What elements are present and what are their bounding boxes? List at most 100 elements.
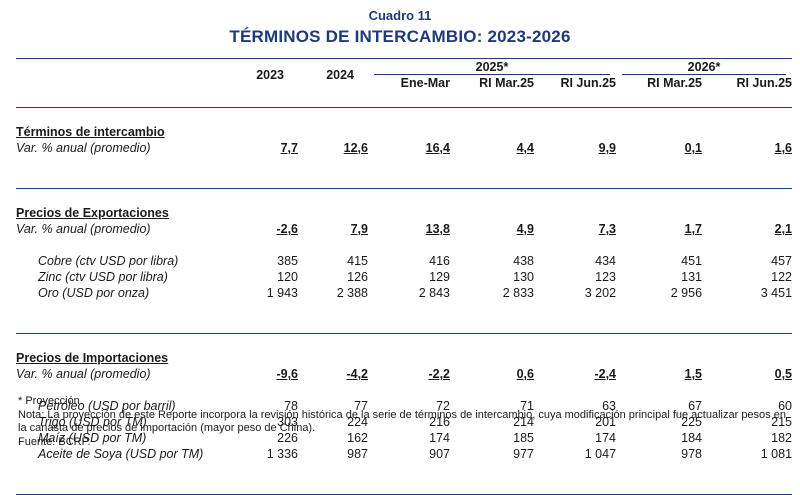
table-row: Oro (USD por onza) 1 943 2 388 2 843 2 833 3 … (16, 285, 792, 301)
table-row: Cobre (ctv USD por libra) 385 415 416 438 434… (16, 253, 792, 269)
item-value: 987 (347, 447, 368, 461)
spacer-row (16, 462, 792, 478)
variation-label: Var. % anual (promedio) (16, 141, 151, 155)
variation-value-text: 4,9 (516, 222, 534, 236)
item-value: 162 (347, 431, 368, 445)
variation-value: 1,7 (616, 221, 702, 237)
item-value: 201 (595, 415, 617, 429)
table-title: TÉRMINOS DE INTERCAMBIO: 2023-2026 (229, 27, 571, 46)
col-group-2025: 2025* (368, 59, 616, 75)
variation-value: 7,3 (534, 221, 616, 237)
variation-value: 12,6 (298, 140, 368, 156)
item-value: 303 (277, 415, 298, 429)
item-label: Maíz (USD por TM) (38, 431, 147, 445)
section-title: Precios de Importaciones (16, 350, 792, 366)
table-row: Zinc (ctv USD por libra) 120 126 129 130 123 1… (16, 269, 792, 285)
col-2023: 2023 (256, 68, 284, 82)
col-2024: 2024 (326, 68, 354, 82)
item-label: Petróleo (USD por barril) (38, 399, 176, 413)
table-number: Cuadro 11 (368, 8, 432, 23)
label-header-cell (16, 59, 228, 91)
table-row: Maíz (USD por TM) 226 162 174 185 174 184 182 (16, 430, 792, 446)
variation-value-text: 9,9 (598, 141, 617, 155)
col-2026-ri-jun: RI Jun.25 (736, 76, 793, 90)
col-group-2026-rule (622, 74, 787, 75)
section-title-text: Términos de intercambio (16, 125, 165, 139)
header-rule-row (16, 91, 793, 108)
item-value: 2 843 (418, 286, 450, 300)
item-value: 907 (429, 447, 450, 461)
variation-value: 1,5 (616, 366, 702, 382)
variation-value: -9,6 (228, 366, 298, 382)
variation-value-text: 0,6 (516, 367, 534, 381)
variation-value: 2,1 (702, 221, 792, 237)
variation-row: Var. % anual (promedio) -2,6 7,9 13,8 4,9 7,3… (16, 221, 792, 237)
col-group-2026: 2026* (616, 59, 792, 75)
item-value: 2 833 (502, 286, 534, 300)
spacer-row (16, 334, 792, 351)
item-value: 126 (347, 270, 368, 284)
item-value: 174 (595, 431, 617, 445)
variation-value-text: 7,9 (350, 222, 368, 236)
sub-header-row: Ene-Mar RI Mar.25 RI Jun.25 RI Mar.25 RI… (16, 75, 792, 91)
variation-value: 0,5 (702, 366, 792, 382)
variation-value-text: 1,6 (774, 141, 793, 155)
variation-value-text: 7,7 (280, 141, 298, 155)
variation-value: 1,6 (702, 140, 792, 156)
variation-value-text: 0,1 (684, 141, 703, 155)
spacer-row (16, 237, 792, 253)
projection-note: * Proyección. (18, 395, 83, 407)
item-value: 122 (771, 270, 793, 284)
variation-value: 13,8 (368, 221, 450, 237)
item-value: 978 (681, 447, 703, 461)
item-value: 130 (513, 270, 534, 284)
section-rule-row (16, 478, 793, 495)
variation-value-text: -4,2 (346, 367, 368, 381)
item-value: 451 (681, 254, 703, 268)
section-title: Términos de intercambio (16, 124, 792, 140)
section-title-text: Precios de Exportaciones (16, 206, 169, 220)
item-value: 2 388 (336, 286, 368, 300)
item-value: 3 451 (760, 286, 793, 300)
footnotes: * Proyección. Nota: La proyección de est… (18, 395, 786, 449)
section-rule-row (16, 317, 793, 334)
item-value: 131 (681, 270, 703, 284)
section-title-text: Precios de Importaciones (16, 351, 169, 365)
item-value: 63 (602, 399, 617, 413)
item-value: 120 (277, 270, 298, 284)
variation-value: 9,9 (534, 140, 616, 156)
item-value: 434 (595, 254, 617, 268)
variation-value-text: -9,6 (276, 367, 298, 381)
item-label: Trigo (USD por TM) (38, 415, 147, 429)
item-value: 415 (347, 254, 368, 268)
item-value: 416 (429, 254, 450, 268)
col-2026-ri-mar: RI Mar.25 (647, 76, 703, 90)
item-value: 174 (429, 431, 450, 445)
variation-value: -2,6 (228, 221, 298, 237)
variation-value: -4,2 (298, 366, 368, 382)
spacer-row (16, 108, 792, 125)
section-title-row: Precios de Importaciones (16, 350, 792, 366)
col-2025-ene-mar: Ene-Mar (400, 76, 450, 90)
variation-value: -2,2 (368, 366, 450, 382)
variation-value-text: -2,6 (276, 222, 298, 236)
variation-value-text: 1,7 (684, 222, 703, 236)
variation-label: Var. % anual (promedio) (16, 222, 151, 236)
item-value: 77 (354, 399, 368, 413)
source-note: Fuente: BCRP. (18, 435, 91, 448)
item-label: Zinc (ctv USD por libra) (38, 270, 168, 284)
section-rule-row (16, 172, 793, 189)
section-title-row: Precios de Exportaciones (16, 205, 792, 221)
item-value: 72 (436, 399, 450, 413)
variation-value: 4,9 (450, 221, 534, 237)
variation-row: Var. % anual (promedio) 7,7 12,6 16,4 4,4 9,9… (16, 140, 792, 156)
item-value: 457 (771, 254, 793, 268)
col-2025-ri-mar: RI Mar.25 (479, 76, 534, 90)
variation-value-text: 2,1 (774, 222, 793, 236)
group-header-row: 2023 2024 2025* 2026* (16, 59, 792, 82)
item-value: 71 (520, 399, 534, 413)
item-value: 2 956 (670, 286, 703, 300)
item-value: 977 (513, 447, 534, 461)
item-value: 123 (595, 270, 617, 284)
table-row: Aceite de Soya (USD por TM) 1 336 987 907 97… (16, 446, 792, 462)
